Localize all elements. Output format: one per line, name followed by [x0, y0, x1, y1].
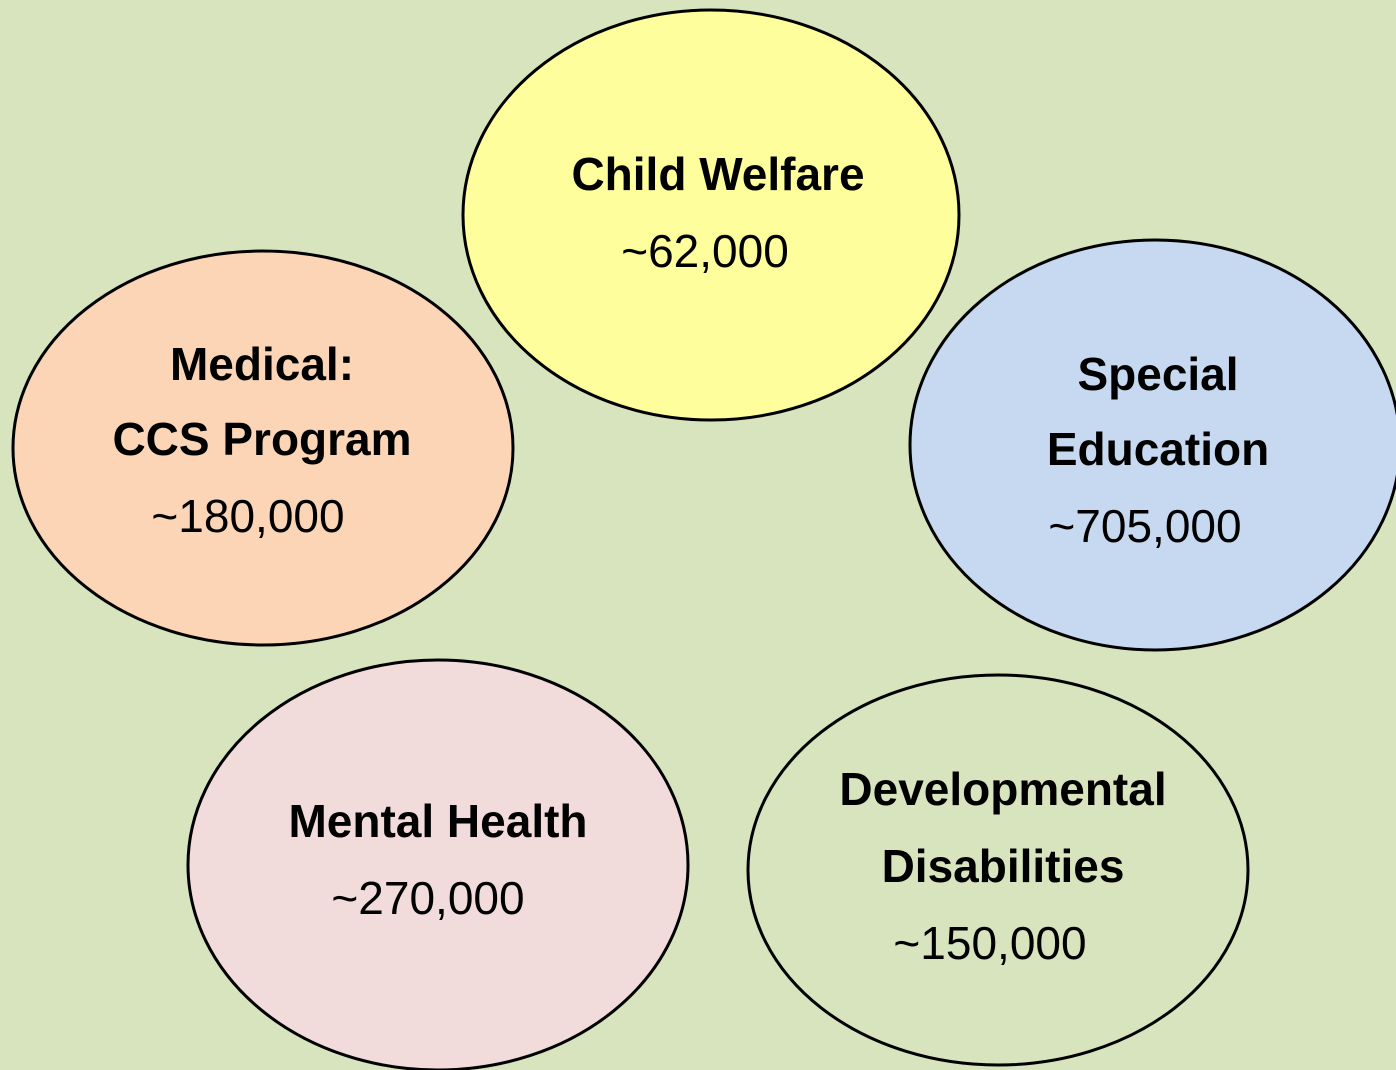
node-value: ~705,000 — [1048, 500, 1241, 552]
node-label: Disabilities — [882, 840, 1125, 892]
child-welfare-circle — [461, 8, 961, 422]
node-label: Developmental — [839, 763, 1166, 815]
node-value: ~62,000 — [621, 225, 789, 277]
medical-circle — [11, 249, 515, 647]
node-value: ~150,000 — [893, 917, 1086, 969]
node-label: CCS Program — [112, 413, 411, 465]
node-label: Special — [1077, 348, 1238, 400]
special-education-circle — [908, 238, 1396, 652]
mental-health-circle — [186, 658, 690, 1070]
node-label: Child Welfare — [571, 148, 864, 200]
node-label: Education — [1047, 423, 1269, 475]
developmental-disabilities-circle — [746, 673, 1250, 1067]
node-label: Medical: — [170, 338, 354, 390]
node-value: ~180,000 — [151, 490, 344, 542]
node-label: Mental Health — [288, 795, 587, 847]
node-value: ~270,000 — [331, 872, 524, 924]
